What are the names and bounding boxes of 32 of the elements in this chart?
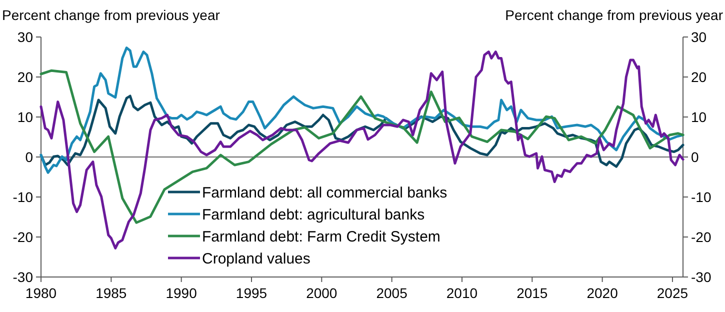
y-tick-label: 10 (17, 108, 34, 125)
x-tick-label: 1990 (166, 285, 198, 301)
y2-tick-label: 0 (691, 148, 699, 165)
y2-axis-title: Percent change from previous year (505, 7, 724, 23)
line-series (40, 69, 684, 224)
legend-label: Cropland values (202, 250, 310, 268)
y2-tick-label: -30 (691, 268, 712, 285)
x-tick-label: 2015 (516, 285, 548, 301)
y-axis-title: Percent change from previous year (2, 7, 220, 23)
y-tick-label: -10 (12, 188, 34, 205)
y-tick-label: -30 (12, 268, 34, 285)
x-tick-label: 2010 (446, 285, 478, 301)
x-tick-label: 1995 (236, 285, 268, 301)
line-series (40, 50, 684, 250)
x-tick-label: 1985 (96, 285, 127, 301)
y2-tick-label: -10 (691, 188, 712, 205)
y2-tick-label: 10 (691, 108, 707, 125)
y-tick-label: 0 (25, 148, 34, 165)
y2-tick-label: -20 (691, 228, 712, 245)
x-tick-label: 2000 (306, 285, 338, 301)
y-tick-label: 30 (17, 28, 34, 45)
y-tick-label: 20 (17, 68, 34, 85)
y-tick-label: -20 (12, 228, 34, 245)
y2-tick-label: 20 (691, 68, 707, 85)
y2-tick-label: 30 (691, 28, 707, 45)
legend-label: Farmland debt: all commercial banks (202, 184, 448, 202)
legend-label: Farmland debt: Farm Credit System (202, 228, 440, 246)
legend-label: Farmland debt: agricultural banks (202, 206, 425, 224)
x-tick-label: 1980 (25, 285, 57, 301)
x-tick-label: 2020 (586, 285, 618, 301)
x-tick-label: 2025 (656, 285, 688, 301)
x-tick-label: 2005 (376, 285, 408, 301)
